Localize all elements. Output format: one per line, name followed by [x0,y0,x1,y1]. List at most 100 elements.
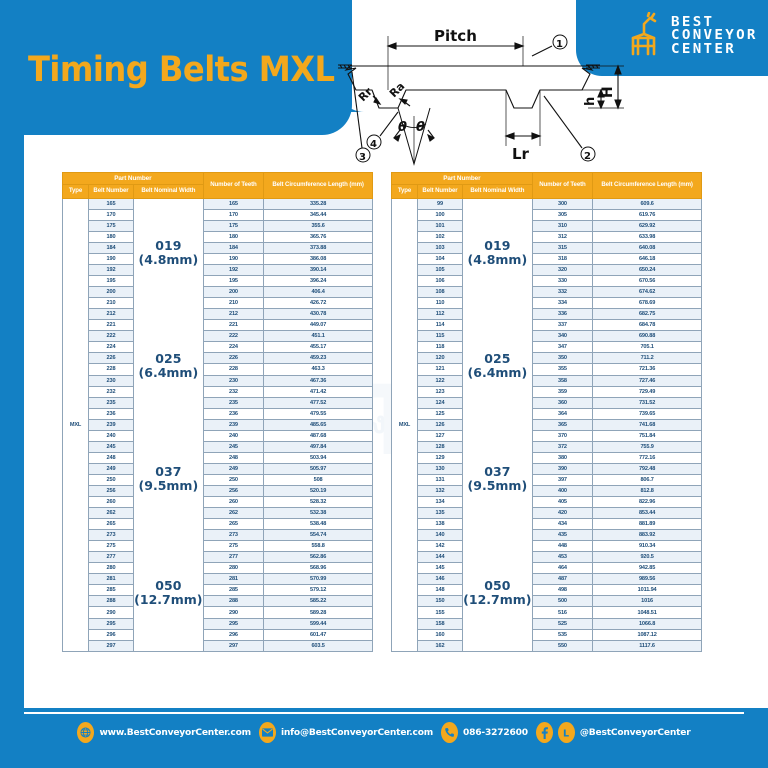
cell-belt-number: 146 [417,573,463,586]
cell-belt-number: 108 [417,286,463,299]
cell-number-of-teeth: 195 [202,275,265,288]
cell-number-of-teeth: 364 [531,407,594,420]
table-row: 140 435 883.92 [392,529,702,542]
table-row: 249 249 505.97 [63,462,373,475]
cell-belt-circumference: 1117.6 [592,639,702,652]
table-row: 250 250 508 [63,473,373,486]
table-row: 130 390 792.48 [392,462,702,475]
cell-number-of-teeth: 281 [202,573,265,586]
facebook-icon[interactable] [535,722,553,743]
cell-belt-circumference: 365.76 [263,230,373,243]
table-row: 235 235 477.52 [63,396,373,409]
cell-belt-circumference: 396.24 [263,275,373,288]
cell-belt-circumference: 633.98 [592,230,702,243]
table-row: 160 535 1087.12 [392,628,702,641]
cell-belt-circumference: 579.12 [263,584,373,597]
cell-number-of-teeth: 228 [202,363,265,376]
table-row: 155 516 1048.51 [392,606,702,619]
table-row: 210 210 426.72 [63,297,373,310]
cell-belt-number: 110 [417,297,463,310]
table-row: 273 273 554.74 [63,529,373,542]
cell-number-of-teeth: 192 [202,264,265,277]
logo-line-3: CENTER [671,40,737,57]
footer-divider [24,712,744,714]
cell-belt-number: 210 [88,297,134,310]
cell-number-of-teeth: 318 [531,252,594,266]
header-belt-nominal-width: Belt Nominal Width [132,184,204,199]
footer-email[interactable]: info@BestConveyorCenter.com [258,722,434,743]
cell-belt-number: 190 [88,252,134,266]
cell-number-of-teeth: 250 [202,473,265,486]
table-row: 102 312 633.98 [392,230,702,243]
cell-belt-circumference: 603.5 [263,639,373,652]
footer-social-label: @BestConveyorCenter [579,727,691,738]
cell-belt-circumference: 426.72 [263,297,373,310]
cell-belt-number: 297 [88,639,134,652]
cell-number-of-teeth: 296 [202,628,265,641]
cell-number-of-teeth: 390 [531,462,594,475]
footer-email-label: info@BestConveyorCenter.com [280,727,434,738]
cell-belt-circumference: 589.28 [263,606,373,619]
table-row: MXL 99 300 609.6 [390,197,702,652]
line-icon[interactable]: L [557,722,575,743]
header-belt-nominal-width: Belt Nominal Width [461,184,533,199]
cell-belt-circumference: 650.24 [592,264,702,277]
table-row: 256 256 520.19 [63,484,373,498]
svg-text:L: L [563,728,569,739]
diagram-label-lr: Lr [512,145,530,163]
cell-belt-number: 296 [88,628,134,641]
cell-belt-number: 138 [417,518,463,531]
table-row: 184 184 373.88 [63,241,373,254]
cell-belt-circumference: 806.7 [592,473,702,486]
cell-belt-number: 236 [88,407,134,420]
cell-belt-circumference: 471.42 [263,385,373,398]
cell-number-of-teeth: 498 [531,584,594,597]
cell-belt-number: 103 [417,241,463,254]
cell-belt-number: 170 [88,208,134,221]
table-row: 125 364 739.65 [392,407,702,420]
cell-belt-number: 126 [417,418,463,431]
table-row: 224 224 455.17 [63,341,373,354]
cell-belt-circumference: 497.84 [263,440,373,453]
table-row: 248 248 503.94 [63,451,373,464]
footer-social[interactable]: L @BestConveyorCenter [535,722,691,743]
cell-belt-circumference: 682.75 [592,308,702,321]
diagram-label-pitch: Pitch [434,27,477,45]
cell-belt-number: 226 [88,352,134,365]
cell-number-of-teeth: 487 [531,573,594,586]
cell-belt-number: 228 [88,363,134,376]
cell-belt-circumference: 1087.12 [592,628,702,641]
cell-number-of-teeth: 340 [531,330,594,343]
cell-number-of-teeth: 453 [531,551,594,564]
table-row: 106 330 670.56 [392,275,702,288]
footer-phone[interactable]: 086-3272600 [441,722,528,743]
footer-website[interactable]: www.BestConveyorCenter.com [77,722,251,743]
phone-icon [441,722,459,743]
cell-number-of-teeth: 420 [531,507,594,520]
header-number-of-teeth: Number of Teeth [202,172,265,199]
cell-number-of-teeth: 175 [202,219,265,232]
table-row: 128 372 755.9 [392,440,702,453]
table-row: 108 332 674.62 [392,286,702,299]
table-row: 121 355 721.36 [392,363,702,376]
cell-number-of-teeth: 224 [202,341,265,354]
cell-belt-number: 260 [88,496,134,509]
cell-type: MXL [390,197,419,652]
table-row: 232 232 471.42 [63,385,373,398]
table-row: 131 397 806.7 [392,473,702,486]
cell-number-of-teeth: 297 [202,639,265,652]
cell-belt-circumference: 640.08 [592,241,702,254]
table-row: 127 370 751.84 [392,429,702,442]
cell-belt-circumference: 920.5 [592,551,702,564]
cell-belt-circumference: 646.18 [592,252,702,266]
cell-belt-circumference: 727.46 [592,374,702,387]
table-row: 240 240 487.68 [63,429,373,442]
cell-belt-number: 277 [88,551,134,564]
cell-belt-circumference: 812.8 [592,484,702,498]
cell-belt-circumference: 345.44 [263,208,373,221]
cell-belt-circumference: 406.4 [263,286,373,299]
cell-belt-number: 288 [88,595,134,608]
cell-number-of-teeth: 222 [202,330,265,343]
cell-belt-number: 122 [417,374,463,387]
cell-number-of-teeth: 245 [202,440,265,453]
